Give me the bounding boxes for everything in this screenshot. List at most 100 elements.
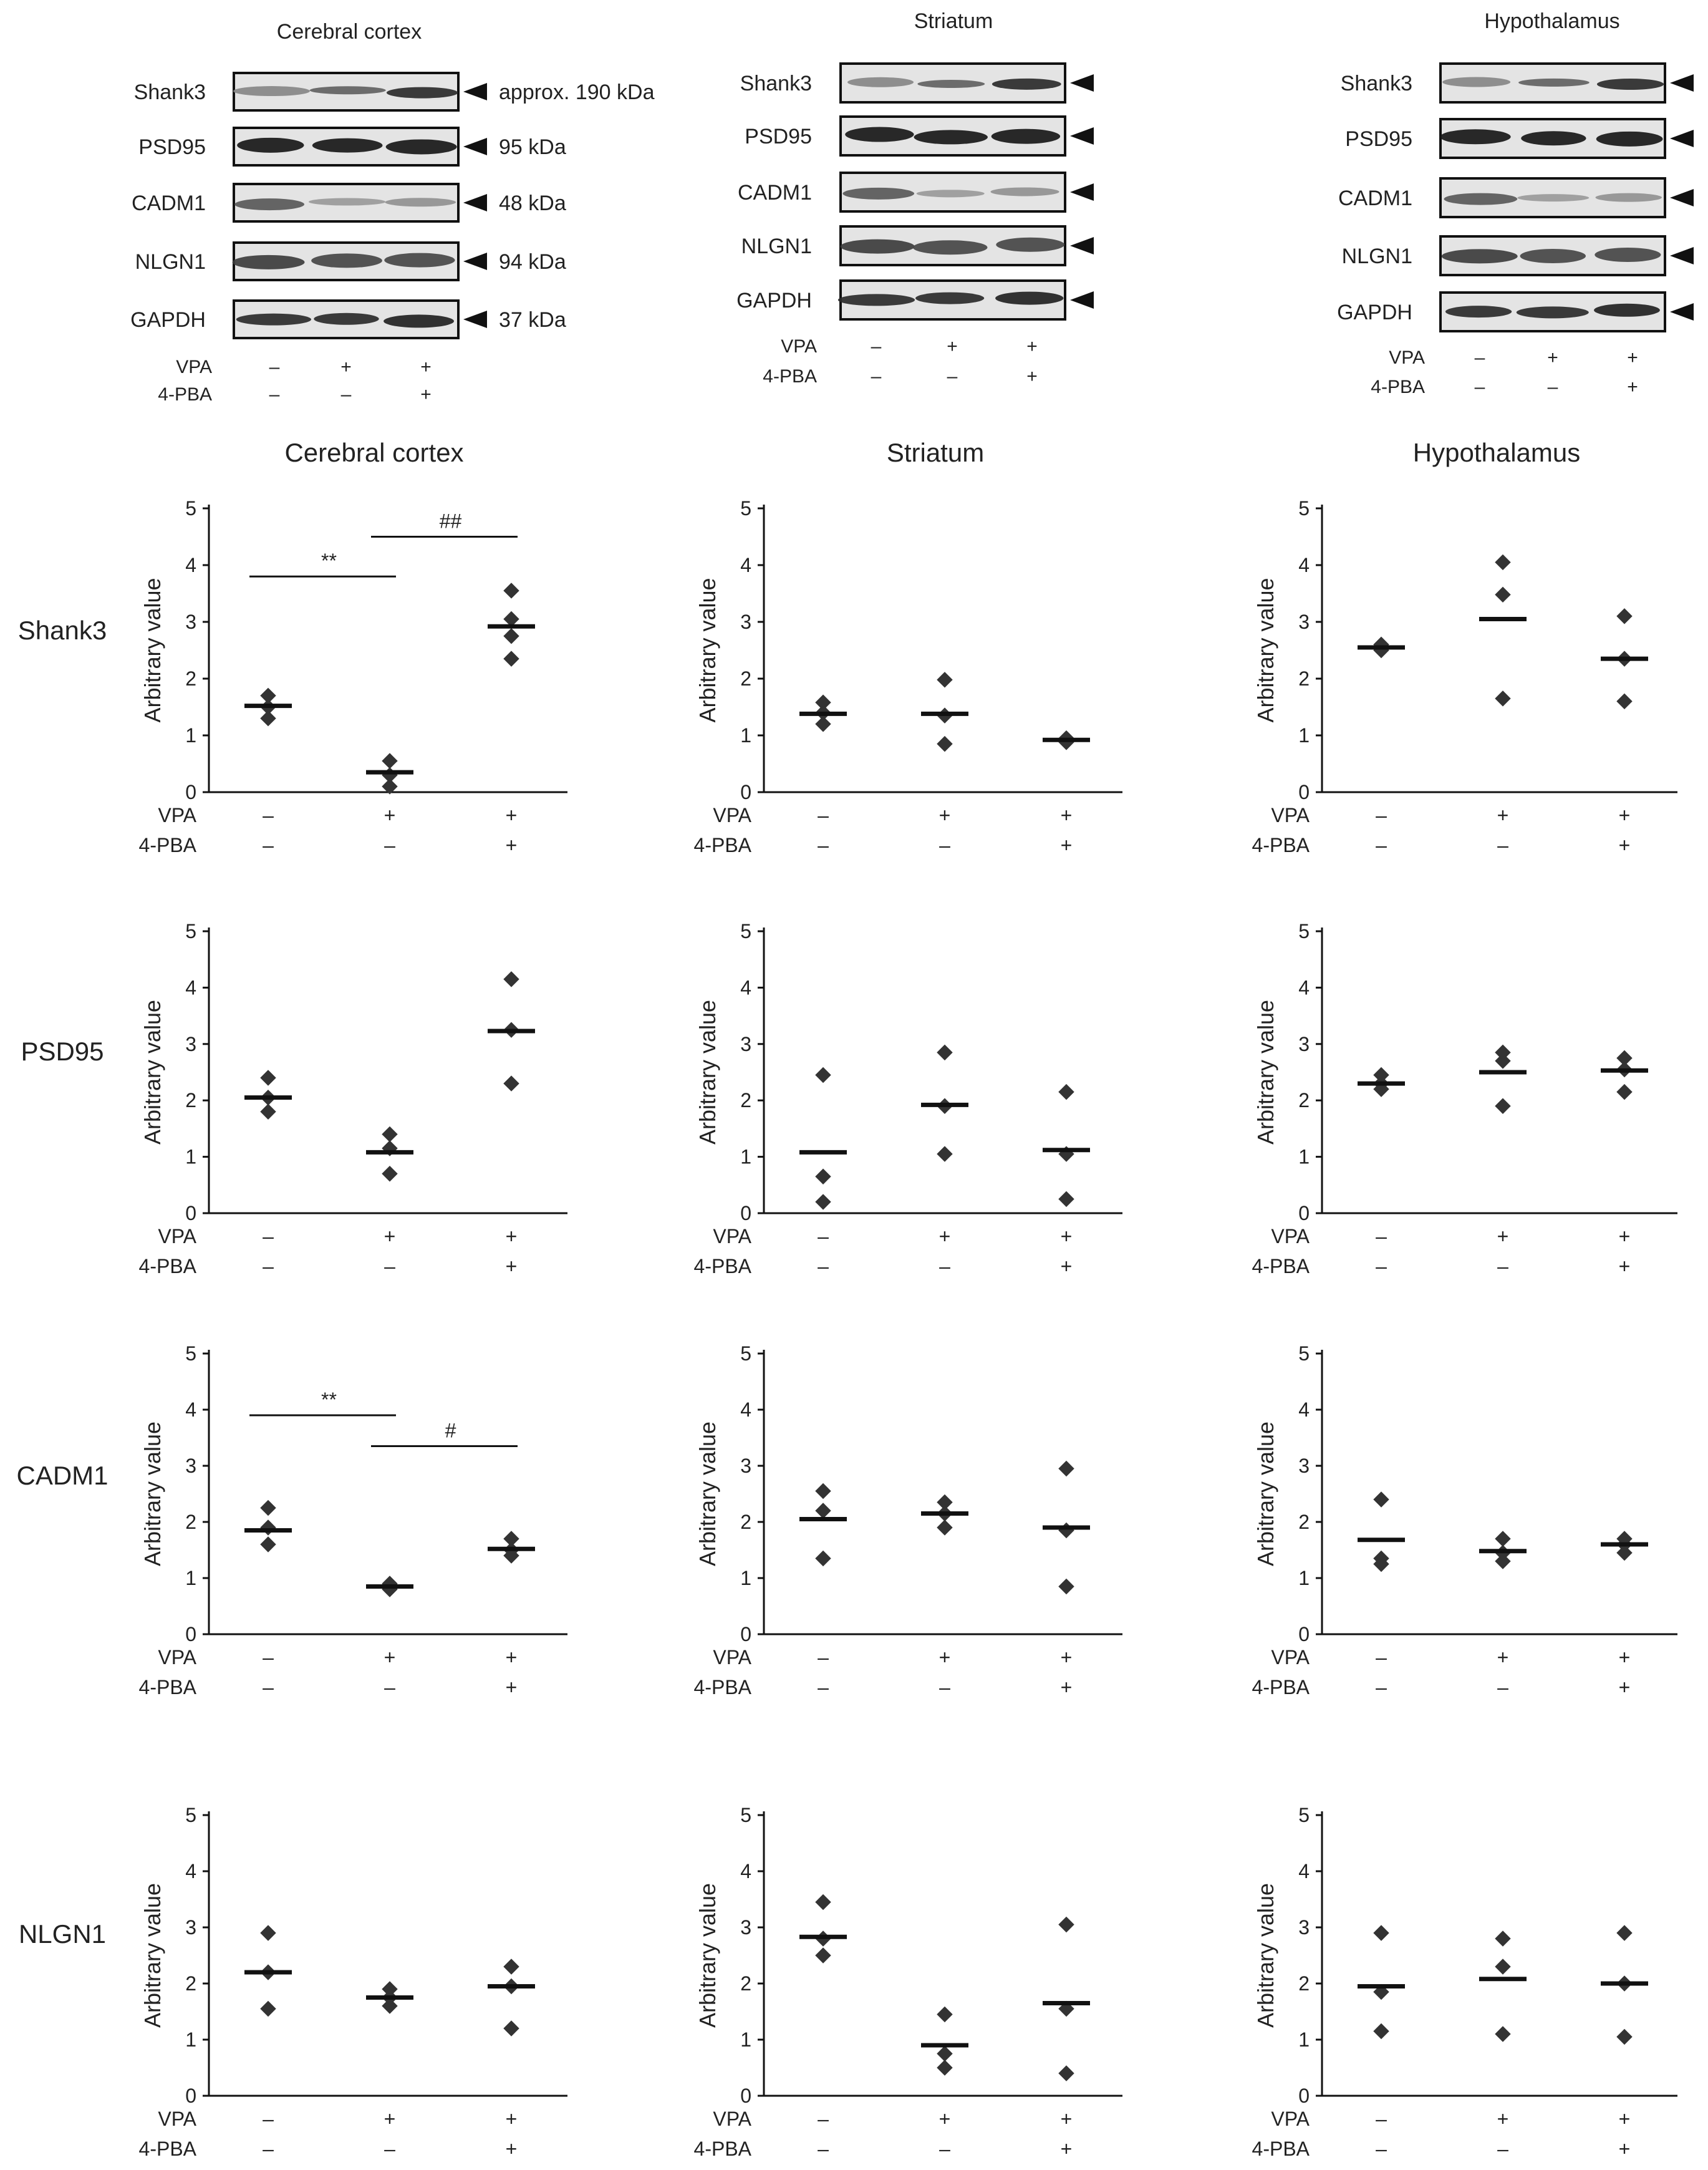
- y-tick-label: 3: [185, 1033, 196, 1055]
- x-sign-label: –: [263, 1255, 274, 1277]
- y-tick-label: 3: [1298, 611, 1310, 633]
- x-sign-label: –: [818, 2108, 829, 2130]
- data-point: [1495, 586, 1511, 603]
- data-point: [1616, 693, 1633, 710]
- x-row-label: VPA: [1271, 804, 1310, 826]
- arrowhead-icon: [1670, 247, 1694, 264]
- x-sign-label: –: [1376, 1646, 1387, 1669]
- y-tick-label: 4: [185, 976, 196, 999]
- data-point: [382, 753, 398, 769]
- x-sign-label: –: [384, 1676, 395, 1698]
- row-label: NLGN1: [19, 1919, 106, 1949]
- y-axis-label: Arbitrary value: [140, 1422, 165, 1566]
- blot-band: [234, 198, 305, 211]
- x-row-label: 4-PBA: [694, 1255, 752, 1277]
- row-label: Shank3: [18, 616, 107, 645]
- blot-size-label: approx. 190 kDa: [499, 80, 655, 104]
- blot-vpa-label: VPA: [1389, 347, 1425, 368]
- data-point: [1373, 1550, 1389, 1567]
- x-sign-label: +: [1061, 1255, 1073, 1277]
- blot-band: [1520, 248, 1586, 263]
- data-point: [260, 2000, 276, 2017]
- blot-protein-label: Shank3: [134, 80, 206, 104]
- x-sign-label: –: [1376, 804, 1387, 826]
- blot-band: [1516, 306, 1589, 319]
- y-tick-label: 2: [740, 1089, 751, 1112]
- x-sign-label: +: [384, 804, 396, 826]
- blot-band: [1444, 193, 1518, 205]
- y-tick-label: 0: [740, 2085, 751, 2107]
- blot-pba-sign: –: [1475, 377, 1485, 397]
- x-row-label: 4-PBA: [1252, 2138, 1310, 2160]
- x-sign-label: –: [818, 1225, 829, 1247]
- blot-band: [314, 312, 379, 325]
- blot-vpa-label: VPA: [176, 357, 212, 377]
- blot-size-label: 95 kDa: [499, 135, 566, 159]
- x-sign-label: +: [506, 834, 518, 856]
- blot-band: [840, 239, 915, 254]
- blot-band: [992, 78, 1061, 90]
- y-tick-label: 3: [740, 1033, 751, 1055]
- x-sign-label: +: [1619, 804, 1631, 826]
- y-tick-label: 1: [1298, 1146, 1310, 1168]
- y-tick-label: 5: [740, 497, 751, 520]
- x-sign-label: –: [1497, 1255, 1508, 1277]
- arrowhead-icon: [1070, 291, 1094, 309]
- y-axis-label: Arbitrary value: [695, 1000, 720, 1145]
- blot-band: [917, 80, 985, 89]
- significance-label: ##: [440, 510, 462, 533]
- x-sign-label: +: [384, 2108, 396, 2130]
- blot-protein-label: Shank3: [740, 72, 812, 95]
- y-tick-label: 1: [1298, 1567, 1310, 1589]
- column-title: Striatum: [887, 438, 984, 467]
- x-sign-label: +: [506, 2138, 518, 2160]
- blot-vpa-sign: +: [1627, 347, 1638, 368]
- data-point: [1616, 1544, 1633, 1561]
- blot-pba-sign: –: [1548, 377, 1558, 397]
- blot-vpa-label: VPA: [781, 336, 817, 357]
- x-row-label: 4-PBA: [694, 1676, 752, 1698]
- y-tick-label: 0: [185, 1202, 196, 1224]
- blot-band: [384, 314, 455, 328]
- x-row-label: VPA: [158, 804, 196, 826]
- y-tick-label: 2: [740, 1972, 751, 1995]
- y-tick-label: 1: [185, 2028, 196, 2051]
- y-tick-label: 4: [740, 976, 751, 999]
- arrowhead-icon: [1070, 127, 1094, 145]
- blot-band: [847, 77, 914, 87]
- y-tick-label: 4: [1298, 554, 1310, 576]
- blot-vpa-sign: +: [340, 357, 352, 377]
- data-point: [382, 1126, 398, 1143]
- data-point: [815, 1894, 831, 1911]
- x-sign-label: +: [1061, 1676, 1073, 1698]
- x-sign-label: +: [506, 1676, 518, 1698]
- data-point: [503, 651, 519, 667]
- data-point: [815, 694, 831, 710]
- blot-band: [916, 190, 985, 198]
- blot-protein-label: NLGN1: [135, 250, 206, 274]
- blot-protein-label: PSD95: [1345, 127, 1412, 151]
- blot-vpa-sign: +: [947, 336, 958, 357]
- arrowhead-icon: [1070, 237, 1094, 254]
- y-tick-label: 0: [740, 781, 751, 803]
- x-row-label: VPA: [158, 1646, 196, 1669]
- blot-protein-label: PSD95: [745, 125, 812, 148]
- y-tick-label: 2: [185, 1089, 196, 1112]
- y-tick-label: 3: [740, 1455, 751, 1477]
- y-tick-label: 4: [740, 1860, 751, 1882]
- blot-pba-sign: +: [1026, 366, 1038, 387]
- data-point: [1058, 2065, 1074, 2081]
- blot-protein-label: CADM1: [738, 181, 812, 205]
- x-sign-label: +: [1061, 2108, 1073, 2130]
- x-sign-label: –: [1376, 1225, 1387, 1247]
- data-point: [937, 735, 953, 752]
- blot-band: [1594, 303, 1660, 317]
- blot-pba-sign: –: [341, 384, 352, 405]
- y-tick-label: 1: [1298, 724, 1310, 747]
- x-sign-label: –: [939, 1255, 950, 1277]
- x-row-label: VPA: [713, 804, 751, 826]
- x-row-label: 4-PBA: [1252, 834, 1310, 856]
- blot-band: [309, 86, 386, 95]
- row-label: CADM1: [16, 1461, 108, 1490]
- x-sign-label: –: [263, 2138, 274, 2160]
